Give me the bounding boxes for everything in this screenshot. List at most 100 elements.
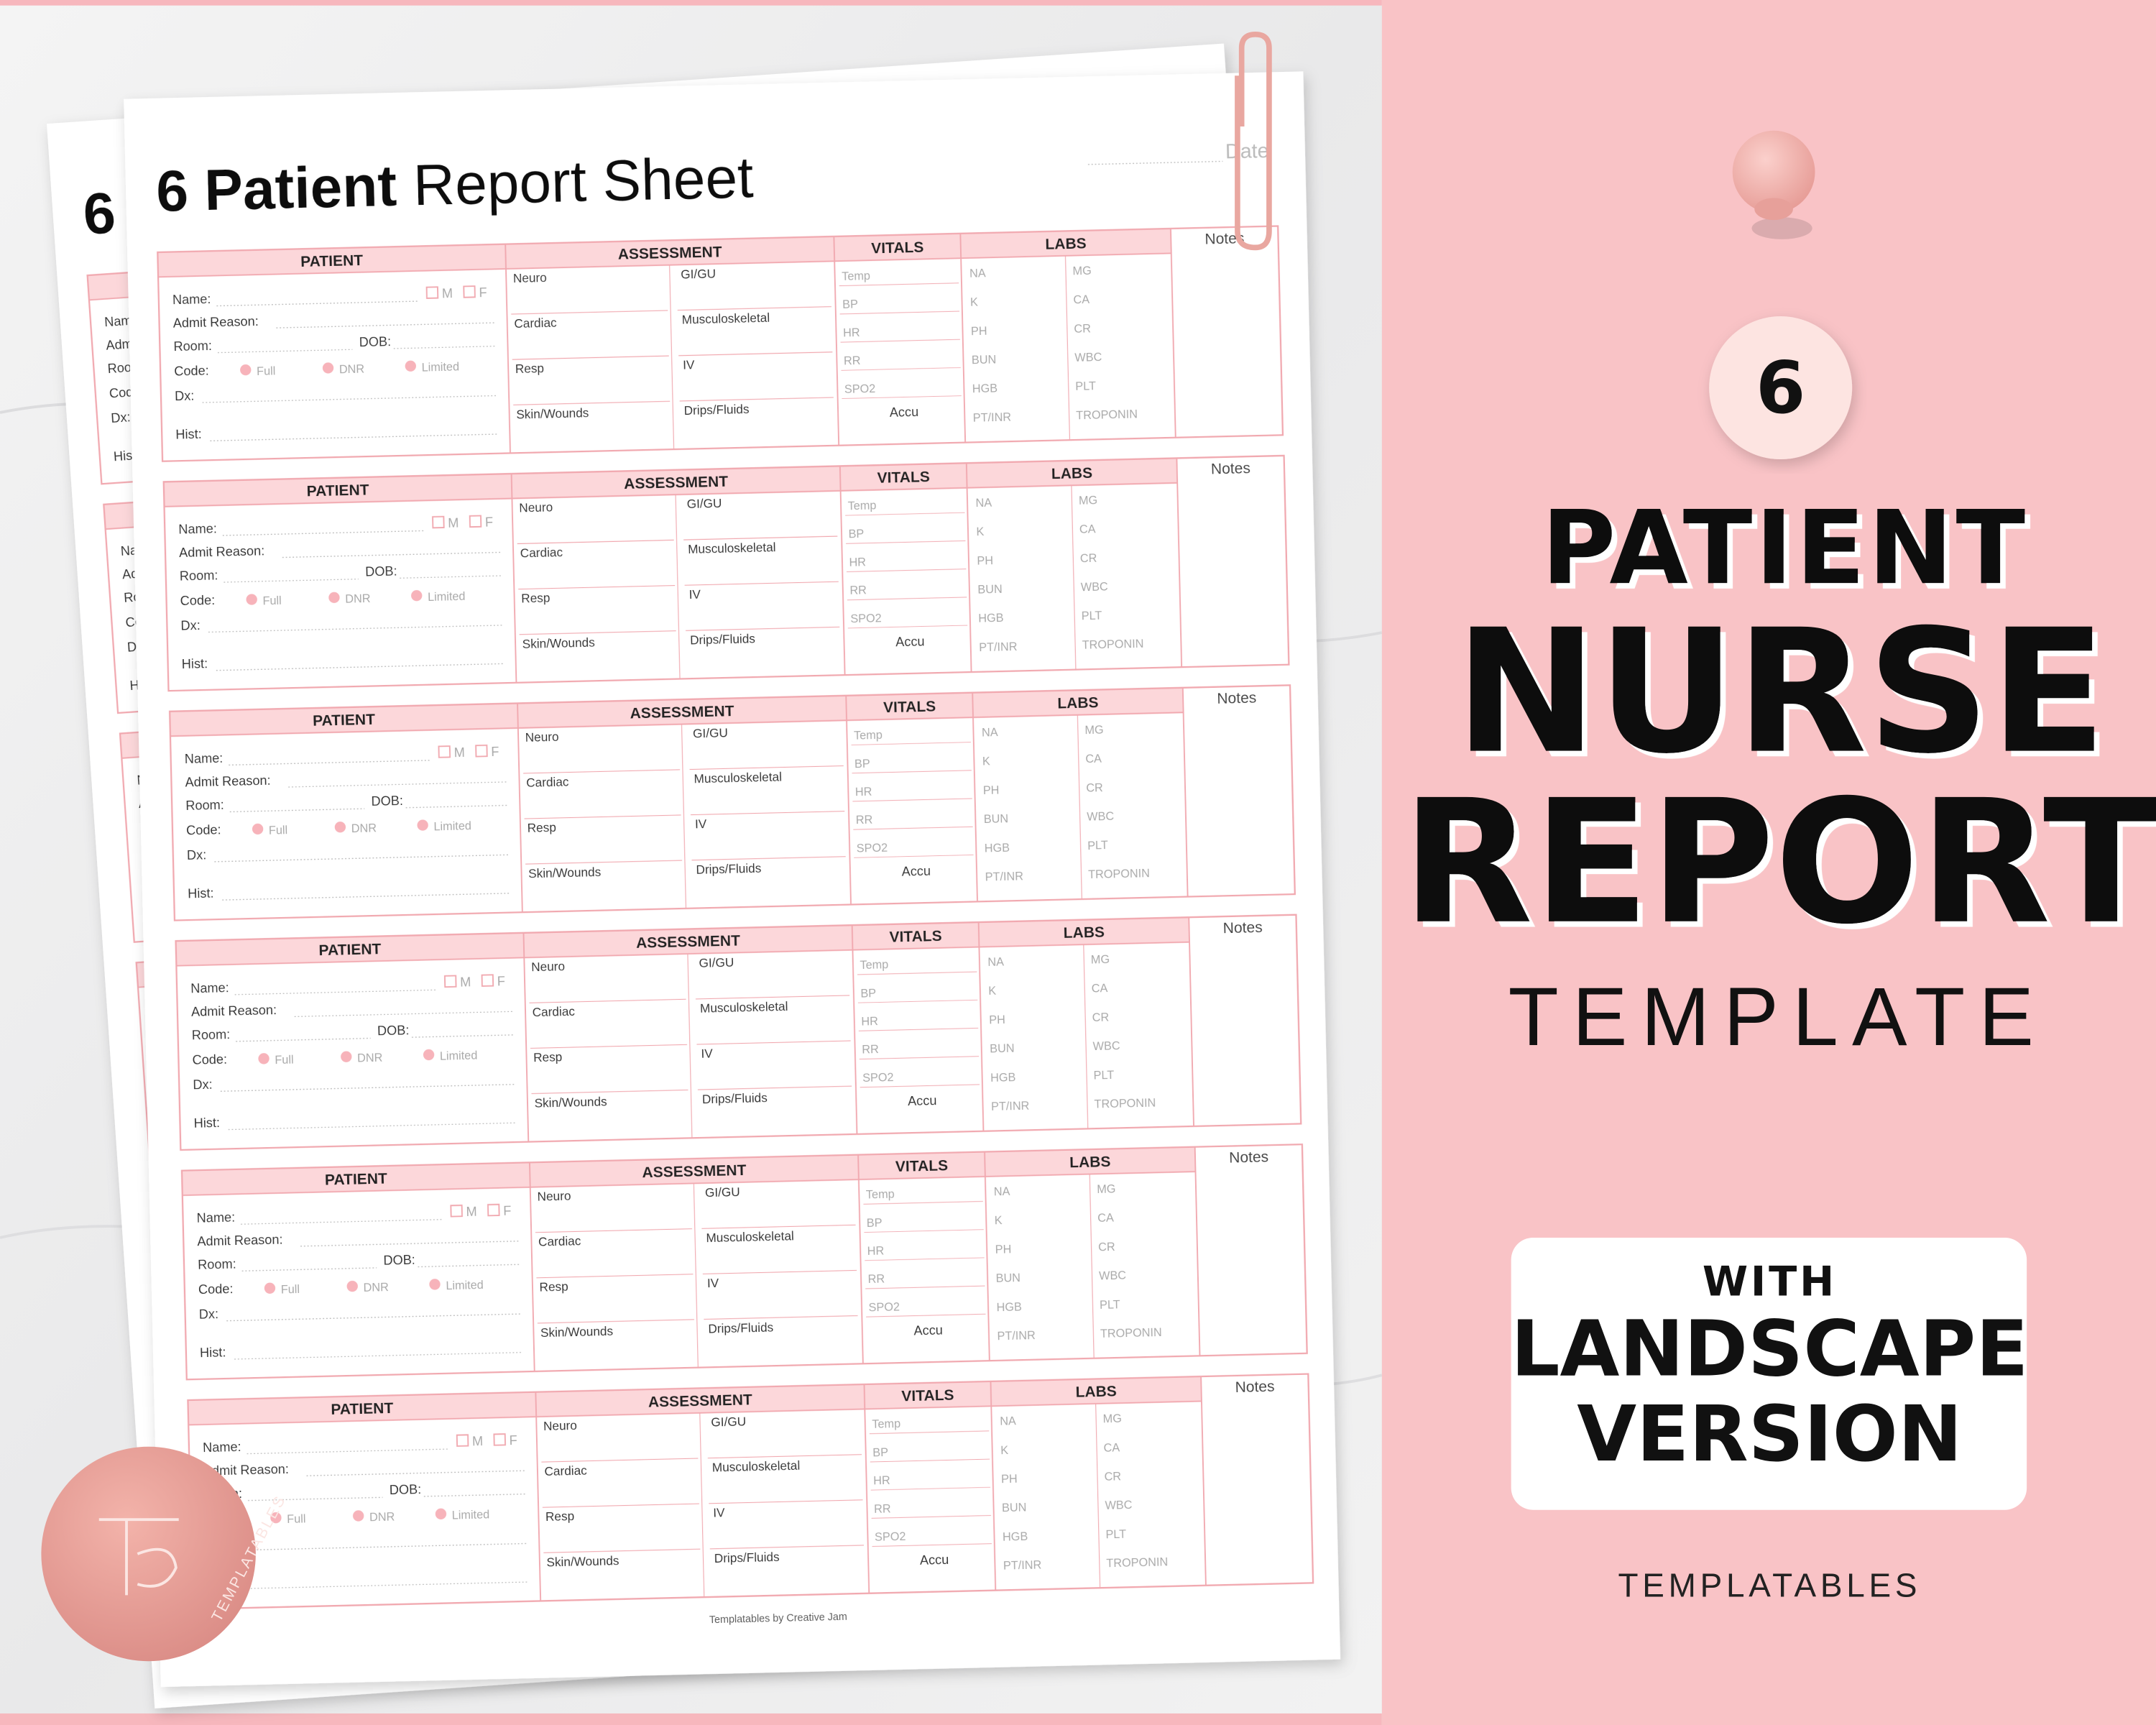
field-label: Code:: [180, 593, 215, 608]
option-label: Limited: [433, 819, 471, 833]
column-header: VITALS: [901, 1387, 954, 1405]
checkbox: [487, 1203, 500, 1217]
rule: [541, 1458, 699, 1463]
rule: [965, 463, 972, 673]
column-header: LABS: [1045, 236, 1087, 253]
assessment-label: Resp: [527, 820, 556, 835]
lab-label: K: [995, 1214, 1003, 1227]
lab-label: PH: [971, 325, 987, 339]
vital-label: SPO2: [875, 1530, 906, 1544]
column-header: PATIENT: [318, 941, 382, 959]
bottom-strip: [0, 1713, 1382, 1725]
column-header: VITALS: [889, 928, 942, 946]
notes-label: Notes: [1223, 919, 1263, 937]
rule: [523, 769, 681, 774]
lab-label: WBC: [1092, 1039, 1120, 1053]
lab-label: HGB: [996, 1300, 1022, 1314]
lab-label: PLT: [1100, 1298, 1120, 1312]
vital-label: SPO2: [844, 382, 876, 396]
lab-label: PH: [995, 1243, 1012, 1256]
lab-label: NA: [1000, 1414, 1016, 1428]
lab-label: MG: [1103, 1412, 1123, 1426]
assessment-label: Neuro: [531, 959, 565, 974]
rule: [537, 1319, 694, 1324]
assessment-label: Neuro: [519, 500, 553, 515]
checkbox: [481, 974, 494, 987]
field-label: DOB:: [359, 334, 391, 349]
front-sheet: 6 Patient Report Sheet Date PATIENT ASSESSME…: [124, 71, 1341, 1687]
lab-label: HGB: [972, 382, 998, 396]
rule: [681, 724, 687, 908]
header-band: [188, 1392, 537, 1425]
rule: [517, 539, 674, 545]
rule: [839, 282, 959, 287]
vital-label: Accu: [901, 864, 931, 879]
vital-label: RR: [844, 354, 861, 368]
radio-dot: [405, 360, 416, 372]
field-label: Name:: [203, 1440, 241, 1455]
checkbox-label: F: [485, 515, 494, 529]
assessment-label: Neuro: [525, 730, 559, 745]
dotted-line: [423, 1493, 528, 1497]
rule: [709, 1499, 863, 1504]
lab-label: CR: [1098, 1241, 1115, 1254]
assessment-label: Drips/Fluids: [702, 1090, 768, 1106]
rule: [529, 998, 686, 1003]
rule: [870, 1486, 991, 1491]
rule: [847, 625, 968, 629]
rule: [535, 1392, 542, 1601]
rule: [845, 695, 852, 905]
radio-dot: [435, 1508, 447, 1519]
rule: [1071, 485, 1077, 670]
assessment-label: Drips/Fluids: [708, 1320, 773, 1335]
lab-label: PH: [977, 554, 993, 568]
lab-label: WBC: [1099, 1269, 1127, 1283]
column-header: ASSESSMENT: [648, 1392, 753, 1411]
checkbox: [493, 1433, 507, 1446]
badge-number: 6: [1756, 347, 1805, 430]
field-label: Code:: [192, 1052, 227, 1067]
lab-label: PLT: [1087, 839, 1108, 852]
checkbox-label: M: [472, 1434, 484, 1448]
assessment-label: Drips/Fluids: [690, 631, 755, 647]
lab-label: MG: [1097, 1182, 1116, 1196]
column-header: ASSESSMENT: [618, 244, 723, 263]
rule: [858, 1027, 979, 1031]
dotted-line: [222, 530, 424, 536]
field-label: Admit Reason:: [197, 1233, 283, 1249]
vital-label: Accu: [890, 405, 919, 420]
dotted-line: [229, 760, 430, 766]
lab-label: MG: [1072, 264, 1092, 278]
rule: [851, 925, 858, 1134]
assessment-label: Neuro: [543, 1418, 577, 1433]
checkbox-label: F: [491, 745, 499, 759]
rule: [704, 1315, 858, 1320]
rule: [846, 540, 966, 544]
column-header: PATIENT: [306, 482, 369, 500]
lab-label: WBC: [1074, 351, 1102, 364]
assessment-label: Skin/Wounds: [522, 635, 595, 650]
checkbox-label: M: [453, 745, 465, 760]
lab-label: CR: [1074, 322, 1091, 336]
assessment-label: GI/GU: [681, 266, 716, 281]
rule: [959, 233, 967, 443]
vital-label: SPO2: [850, 612, 882, 625]
rule: [1170, 229, 1176, 438]
assessment-label: Resp: [539, 1279, 568, 1294]
rule: [842, 395, 962, 400]
field-label: Hist:: [200, 1345, 226, 1360]
headline: PATIENT NURSE REPORT: [1402, 489, 2156, 962]
checkbox-label: M: [460, 975, 471, 989]
lab-label: TROPONIN: [1094, 1097, 1156, 1111]
column-header: LABS: [1051, 465, 1093, 482]
callout-line: WITH: [1703, 1257, 1837, 1305]
rule: [518, 584, 676, 590]
rule: [695, 995, 850, 1000]
lab-label: CA: [1103, 1441, 1120, 1455]
header-band: [864, 1381, 992, 1409]
field-label: Hist:: [175, 427, 202, 442]
pin-head: [1732, 130, 1815, 213]
vital-label: RR: [862, 1043, 879, 1057]
rule: [535, 1228, 693, 1233]
rule: [852, 770, 972, 774]
